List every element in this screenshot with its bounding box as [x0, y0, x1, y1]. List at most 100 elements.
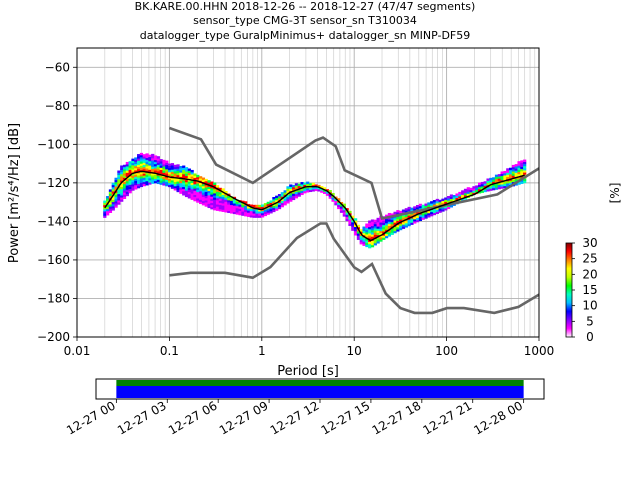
density-cell — [511, 164, 516, 168]
density-cell — [252, 213, 256, 216]
density-cell — [255, 209, 259, 212]
density-cell — [184, 188, 189, 191]
density-cell — [503, 183, 507, 187]
density-cell — [421, 204, 425, 208]
density-cell — [359, 231, 363, 234]
density-cell — [134, 176, 138, 179]
density-cell — [308, 183, 313, 186]
density-cell — [387, 212, 392, 216]
density-cell — [142, 156, 146, 159]
density-cell — [117, 178, 121, 182]
density-cell — [120, 171, 124, 175]
density-cell — [345, 216, 349, 220]
density-cell — [269, 206, 273, 210]
density-cell — [500, 177, 504, 181]
density-cell — [449, 194, 454, 197]
density-cell — [246, 212, 251, 215]
density-cell — [514, 183, 518, 186]
density-cell — [170, 186, 175, 189]
density-cell — [218, 198, 222, 201]
density-cell — [190, 176, 194, 179]
density-cell — [182, 193, 186, 196]
density-cell — [404, 216, 408, 220]
density-cell — [393, 226, 397, 230]
density-cell — [449, 196, 454, 199]
density-cell — [447, 200, 451, 203]
density-cell — [430, 211, 434, 215]
density-cell — [382, 222, 386, 226]
density-cell — [418, 203, 423, 207]
density-cell — [142, 181, 146, 185]
density-cell — [173, 166, 177, 170]
density-cell — [244, 213, 248, 217]
density-cell — [131, 171, 135, 174]
density-cell — [356, 231, 361, 234]
density-cell — [153, 180, 158, 184]
density-cell — [125, 170, 129, 173]
density-cell — [280, 198, 284, 201]
density-cell — [432, 200, 437, 203]
density-cell — [139, 152, 144, 156]
density-cell — [193, 173, 197, 176]
density-cell — [396, 216, 400, 219]
density-cell — [376, 219, 380, 223]
density-cell — [272, 199, 276, 202]
density-cell — [463, 193, 468, 196]
density-cell — [159, 167, 163, 170]
density-cell — [334, 198, 338, 202]
density-cell — [376, 234, 380, 238]
coverage-tick-label: 12-27 09 — [217, 398, 271, 437]
density-cell — [210, 187, 214, 191]
density-cell — [376, 232, 380, 236]
density-cell — [131, 173, 135, 176]
density-cell — [503, 175, 507, 178]
density-cell — [125, 172, 129, 175]
density-cell — [184, 181, 189, 185]
density-cell — [370, 244, 375, 248]
density-cell — [320, 186, 324, 189]
density-cell — [523, 178, 527, 182]
density-cell — [396, 210, 400, 213]
density-cell — [120, 186, 124, 190]
density-cell — [365, 236, 369, 239]
density-cell — [148, 156, 152, 160]
density-cell — [207, 192, 211, 196]
density-cell — [122, 194, 127, 197]
density-cell — [385, 233, 389, 237]
density-cell — [362, 241, 366, 244]
density-cell — [370, 240, 375, 244]
density-cell — [494, 174, 499, 178]
density-cell — [187, 168, 191, 171]
density-cell — [187, 177, 191, 180]
density-cell — [148, 182, 152, 185]
density-cell — [461, 190, 465, 193]
noise-model-nlnm — [169, 222, 540, 315]
density-cell — [204, 191, 208, 195]
density-cell — [224, 203, 228, 207]
density-cell — [432, 210, 437, 214]
mode-line — [104, 170, 525, 242]
density-cell — [145, 180, 149, 184]
psd-density-band — [103, 152, 527, 249]
density-cell — [427, 215, 431, 218]
density-cell — [134, 159, 138, 162]
density-cell — [370, 223, 375, 227]
density-cell — [128, 176, 132, 179]
density-cell — [514, 166, 518, 169]
density-cell — [168, 174, 172, 177]
density-cell — [280, 200, 284, 204]
density-cell — [258, 206, 262, 210]
density-cell — [125, 187, 129, 190]
density-cell — [387, 234, 392, 237]
density-cell — [379, 230, 383, 234]
density-cell — [320, 190, 324, 193]
density-cell — [246, 214, 251, 217]
density-cell — [373, 243, 377, 246]
density-cell — [263, 213, 268, 217]
title-line-2: sensor_type CMG-3T sensor_sn T310034 — [193, 14, 417, 27]
density-cell — [393, 222, 397, 225]
density-cell — [184, 186, 189, 189]
density-cell — [117, 198, 121, 201]
density-cell — [514, 172, 518, 175]
density-cell — [187, 196, 191, 199]
